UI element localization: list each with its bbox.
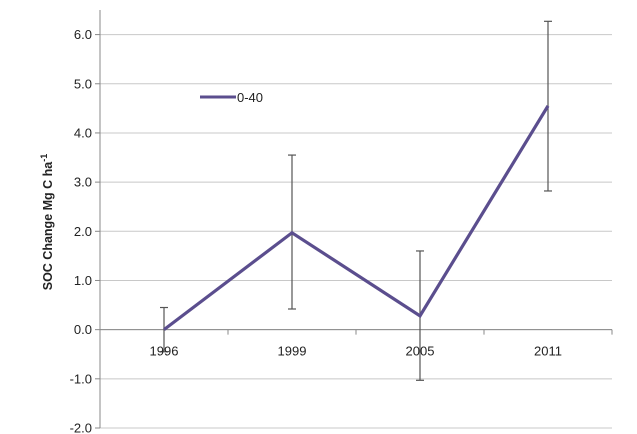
y-tick-label: 4.0 [74, 125, 92, 140]
y-axis-title-superscript: -1 [39, 154, 49, 162]
y-tick-label: -2.0 [70, 421, 92, 434]
y-tick-label: 2.0 [74, 224, 92, 239]
axes [95, 10, 613, 429]
error-bars [160, 20, 552, 381]
series-line [163, 105, 550, 331]
x-tick-label: 1996 [150, 344, 179, 359]
y-tick-label: 6.0 [74, 27, 92, 42]
y-axis-title-text: SOC Change Mg C ha [41, 161, 55, 291]
tick-labels: -2.0 -1.0 0.0 1.0 2.0 3.0 4.0 5.0 6.0 1996 1999 200… [70, 27, 562, 434]
y-axis-title: SOC Change Mg C ha-1 [39, 154, 55, 291]
y-tick-label: 1.0 [74, 273, 92, 288]
y-tick-label: -1.0 [70, 371, 92, 386]
legend: 0-40 [200, 90, 263, 105]
y-tick-label: 5.0 [74, 76, 92, 91]
y-tick-label: 0.0 [74, 322, 92, 337]
legend-label: 0-40 [237, 90, 263, 105]
series-lines [163, 105, 550, 331]
x-tick-label: 2005 [406, 344, 435, 359]
y-tick-label: 3.0 [74, 175, 92, 190]
x-tick-label: 2011 [534, 344, 562, 359]
x-tick-label: 1999 [278, 344, 307, 359]
gridlines [100, 34, 612, 429]
